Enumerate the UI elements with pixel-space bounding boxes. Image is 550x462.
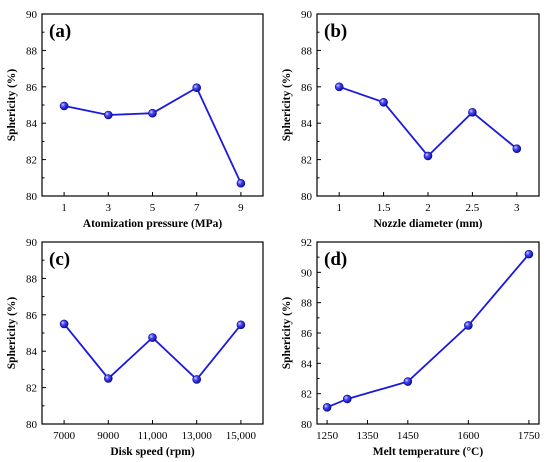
data-point (524, 249, 534, 259)
data-point (403, 377, 413, 386)
panel-label: (d) (324, 249, 347, 270)
y-tick-label: 80 (301, 191, 313, 203)
panel-2: 80 82 84 86 88 90 7000 9000 11,000 13,000 15,000 Di… (6, 237, 264, 458)
plot-frame (41, 241, 264, 425)
data-point (104, 110, 113, 120)
x-axis-label: Disk speed (rpm) (110, 446, 195, 458)
data-point (342, 394, 352, 404)
data-point (423, 151, 433, 161)
data-point (322, 403, 332, 412)
y-tick-label: 82 (301, 389, 312, 401)
x-tick-label: 1250 (316, 430, 339, 442)
x-tick-label: 15,000 (226, 430, 257, 442)
y-tick-label: 90 (26, 9, 38, 21)
x-tick-label: 3 (106, 202, 112, 214)
series-line (63, 86, 242, 184)
y-tick-label: 90 (301, 267, 313, 279)
y-tick-label: 84 (26, 346, 38, 358)
panel-label: (c) (49, 249, 70, 270)
y-tick-label: 88 (26, 45, 38, 57)
data-point (59, 319, 69, 329)
data-point (512, 144, 522, 153)
x-tick-label: 1.5 (377, 202, 391, 214)
data-point (379, 97, 388, 107)
y-tick-label: 88 (26, 273, 38, 285)
data-point (192, 83, 201, 93)
panel-3: 80 82 84 86 88 90 92 1250 1350 1450 1600 1750 Melt t… (281, 237, 540, 458)
x-tick-label: 7000 (53, 430, 76, 442)
plot-frame (316, 13, 540, 197)
x-tick-label: 5 (150, 202, 156, 214)
data-point (334, 82, 344, 92)
panel-label: (b) (324, 21, 347, 42)
x-tick-label: 13,000 (182, 430, 213, 442)
data-point (148, 333, 157, 342)
x-tick-label: 1600 (457, 430, 480, 442)
x-tick-label: 1 (61, 202, 67, 214)
x-tick-label: 1350 (356, 430, 379, 442)
y-tick-label: 84 (301, 358, 313, 370)
data-point (464, 321, 473, 330)
y-tick-label: 82 (26, 155, 37, 167)
x-axis-label: Nozzle diameter (mm) (374, 218, 483, 230)
y-tick-label: 86 (26, 310, 38, 322)
x-tick-label: 3 (514, 202, 520, 214)
y-tick-label: 86 (301, 328, 313, 340)
plot-frame (41, 13, 264, 197)
y-tick-label: 90 (26, 237, 38, 249)
y-tick-label: 90 (301, 9, 313, 21)
data-point (236, 178, 246, 188)
data-point (236, 320, 246, 330)
data-point (59, 101, 69, 111)
data-point (192, 375, 201, 384)
y-tick-label: 88 (301, 45, 313, 57)
data-point (468, 107, 477, 117)
x-tick-label: 7 (194, 202, 200, 214)
y-tick-label: 86 (26, 82, 38, 94)
x-tick-label: 2 (425, 202, 431, 214)
x-tick-label: 1450 (397, 430, 420, 442)
x-tick-label: 9000 (97, 430, 120, 442)
y-axis-label: Sphericity (%) (281, 297, 293, 370)
y-tick-label: 84 (26, 118, 38, 130)
y-tick-label: 84 (301, 118, 313, 130)
x-axis-label: Melt temperature (°C) (373, 446, 484, 458)
y-axis-label: Sphericity (%) (6, 297, 18, 370)
series-line (338, 85, 518, 158)
y-tick-label: 80 (26, 191, 38, 203)
series-line (326, 253, 530, 409)
data-point (104, 374, 113, 383)
y-axis-label: Sphericity (%) (281, 69, 293, 142)
y-tick-label: 82 (26, 383, 37, 395)
x-axis-label: Atomization pressure (MPa) (83, 218, 223, 230)
y-tick-label: 80 (301, 419, 313, 431)
x-tick-label: 2.5 (466, 202, 480, 214)
panel-label: (a) (49, 21, 71, 42)
series-line (63, 323, 242, 381)
y-tick-label: 92 (301, 237, 312, 249)
x-tick-label: 1 (336, 202, 342, 214)
panel-0: 80 82 84 86 88 90 1 3 5 7 9 Atomization pressure (M… (6, 9, 264, 230)
panel-1: 80 82 84 86 88 90 1 1.5 2 2.5 3 Nozzle diameter (mm… (281, 9, 540, 230)
x-tick-label: 1750 (518, 430, 541, 442)
y-tick-label: 88 (301, 298, 313, 310)
y-tick-label: 86 (301, 82, 313, 94)
x-tick-label: 11,000 (138, 430, 168, 442)
y-tick-label: 82 (301, 155, 312, 167)
data-point (148, 108, 157, 118)
y-tick-label: 80 (26, 419, 38, 431)
y-axis-label: Sphericity (%) (6, 69, 18, 142)
x-tick-label: 9 (238, 202, 244, 214)
